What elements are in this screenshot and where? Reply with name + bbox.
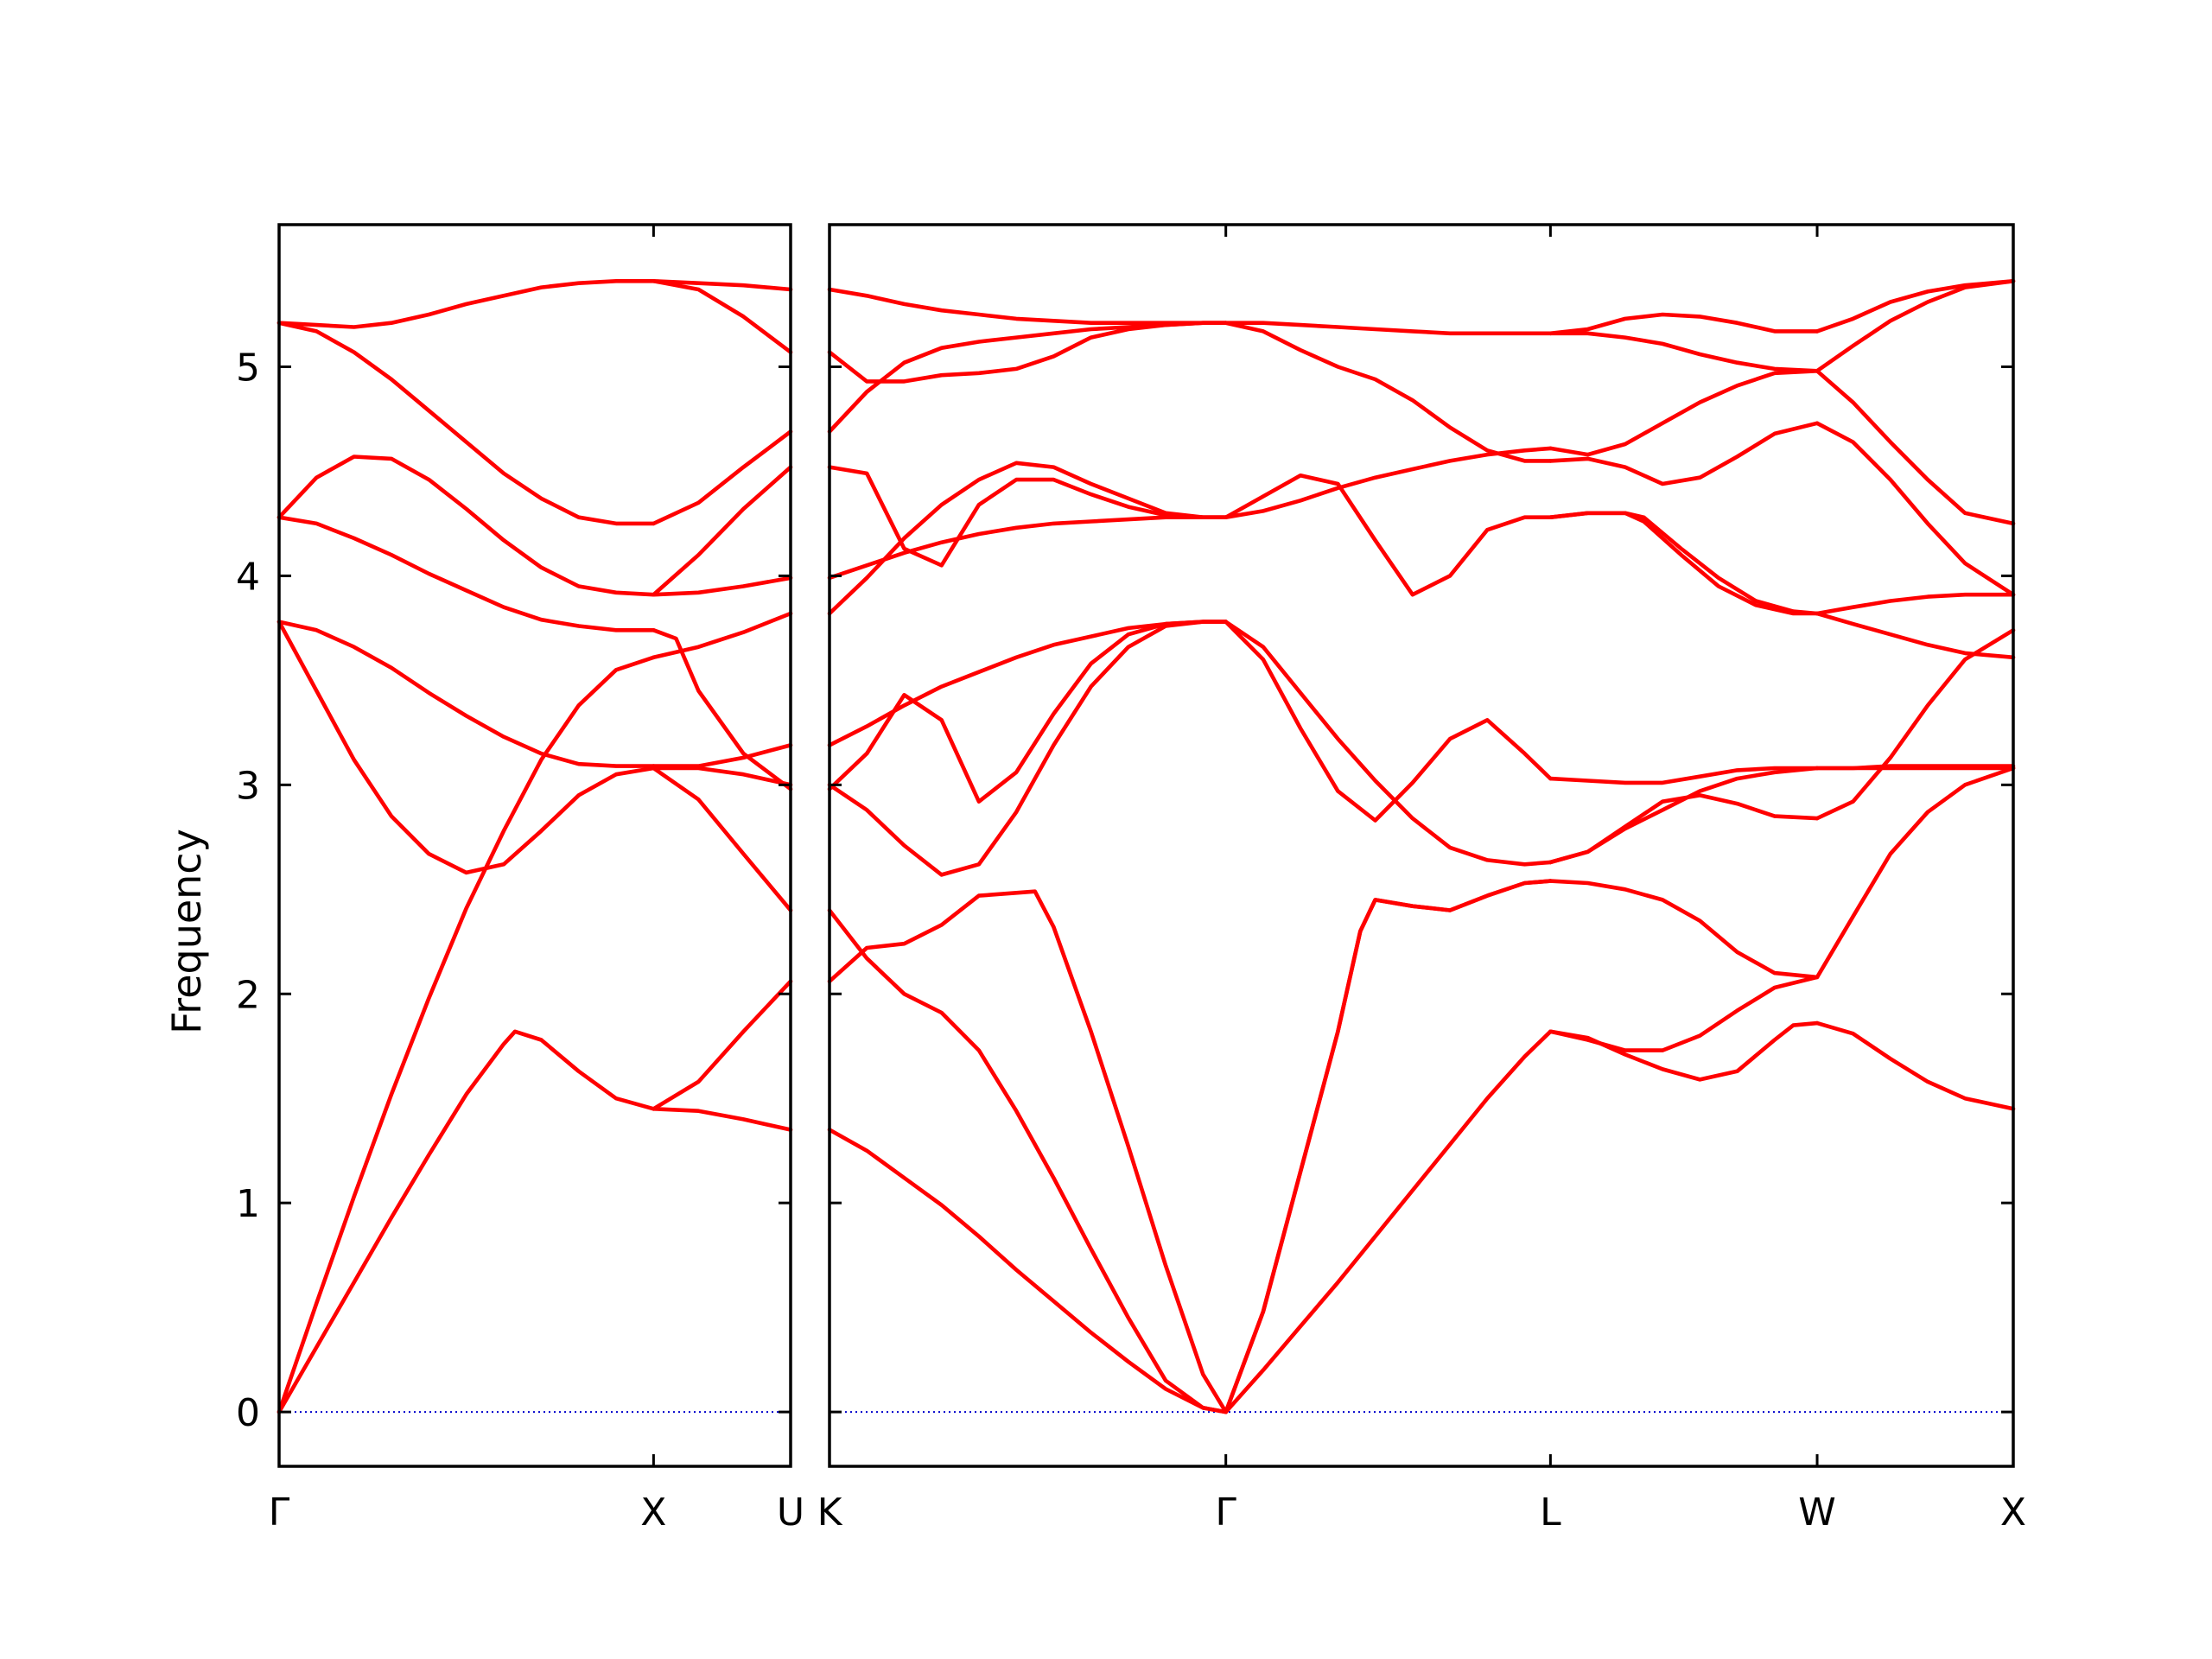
band-line-p1-s1-b0 xyxy=(1224,1029,1553,1414)
band-line-p0-s1-b9 xyxy=(652,429,793,526)
y-tick-label: 3 xyxy=(236,764,260,808)
band-line-p1-s1-b1 xyxy=(1224,879,1553,1414)
band-line-p1-s0-b8 xyxy=(827,461,1228,616)
y-tick-label: 5 xyxy=(236,346,260,391)
band-line-p1-s3-b1 xyxy=(1815,766,2016,980)
band-line-p0-s1-b1 xyxy=(652,979,793,1111)
band-line-p1-s3-b4 xyxy=(1815,764,2016,771)
y-tick-label: 1 xyxy=(236,1182,260,1226)
band-line-p1-s2-b8 xyxy=(1548,421,1820,486)
band-line-p1-s1-b8 xyxy=(1224,321,1553,336)
band-line-p0-s0-b6 xyxy=(276,321,656,526)
band-line-p1-s2-b1 xyxy=(1548,975,1820,1052)
band-line-p1-s0-b9 xyxy=(827,321,1228,434)
band-line-p0-s1-b5 xyxy=(652,628,793,791)
plot-frame xyxy=(277,223,792,1468)
band-line-p1-s2-b11 xyxy=(1548,312,1820,336)
x-tick-label: L xyxy=(1540,1491,1561,1535)
band-line-p1-s0-b1 xyxy=(827,908,1228,1414)
band-line-p1-s0-b4 xyxy=(827,620,1228,804)
band-line-p0-s1-b4 xyxy=(652,611,793,660)
x-tick-label: W xyxy=(1798,1491,1836,1535)
band-line-p1-s2-b7 xyxy=(1548,511,1820,616)
band-line-p1-s3-b6 xyxy=(1815,592,2016,616)
band-line-p1-s0-b5 xyxy=(827,620,1228,747)
band-line-p0-s1-b3 xyxy=(652,766,793,787)
band-line-p0-s0-b5 xyxy=(276,454,656,597)
band-line-p1-s0-b0 xyxy=(827,1128,1228,1414)
band-line-p1-s0-b6 xyxy=(827,515,1228,581)
band-line-p0-s1-b2 xyxy=(652,766,793,912)
band-line-p1-s3-b2 xyxy=(1815,628,2016,821)
band-line-p0-s0-b1 xyxy=(276,655,656,1414)
band-line-p1-s2-b9 xyxy=(1548,369,1820,457)
band-line-p0-s1-b10 xyxy=(652,279,793,354)
x-tick-label: X xyxy=(640,1491,666,1535)
band-line-p1-s3-b8 xyxy=(1815,369,2016,526)
band-line-p1-s3-b5 xyxy=(1815,611,2016,660)
band-line-p0-s0-b7 xyxy=(276,279,656,329)
band-line-p1-s1-b6 xyxy=(1224,474,1553,597)
band-line-p1-s2-b2 xyxy=(1548,879,1820,980)
x-tick-label: Γ xyxy=(269,1491,290,1535)
band-line-p1-s1-b2 xyxy=(1224,879,1553,1414)
band-line-p0-s1-b11 xyxy=(652,279,793,292)
band-line-p1-s3-b7 xyxy=(1815,421,2016,597)
band-line-p0-s0-b0 xyxy=(276,1029,656,1414)
band-line-p0-s0-b2 xyxy=(276,620,656,875)
band-line-p0-s1-b0 xyxy=(652,1107,793,1132)
x-tick-label: X xyxy=(2000,1491,2026,1535)
y-tick-label: 2 xyxy=(236,973,260,1017)
x-tick-label: K xyxy=(817,1491,843,1535)
band-line-p0-s1-b6 xyxy=(652,743,793,768)
y-tick-label: 4 xyxy=(236,555,260,599)
band-line-p0-s1-b7 xyxy=(652,575,793,597)
band-line-p1-s1-b7 xyxy=(1224,321,1553,463)
band-line-p1-s1-b5 xyxy=(1224,446,1553,519)
band-line-p1-s2-b10 xyxy=(1548,331,1820,373)
band-line-p1-s2-b4 xyxy=(1548,766,1820,865)
band-line-p1-s2-b6 xyxy=(1548,511,1820,616)
band-line-p0-s0-b3 xyxy=(276,620,656,768)
band-line-p1-s0-b7 xyxy=(827,465,1228,568)
band-line-p1-s0-b3 xyxy=(827,620,1228,877)
band-line-p1-s2-b0 xyxy=(1548,1020,1820,1082)
band-line-p0-s1-b8 xyxy=(652,465,793,597)
x-tick-label: U xyxy=(777,1491,804,1535)
y-tick-label: 0 xyxy=(236,1391,260,1435)
band-line-p1-s3-b0 xyxy=(1815,1020,2016,1111)
band-line-p1-s3-b10 xyxy=(1815,279,2016,334)
left-panel: Γ X U 0 1 2 3 4 5 xyxy=(236,223,804,1535)
band-line-p1-s2-b5 xyxy=(1548,766,1820,785)
band-line-p1-s1-b3 xyxy=(1224,620,1553,823)
plot-frame xyxy=(828,223,2015,1468)
band-line-p1-s1-b4 xyxy=(1224,620,1553,867)
x-tick-label: Γ xyxy=(1215,1491,1236,1535)
band-line-p1-s0-b2 xyxy=(827,889,1228,1414)
y-axis-label: Frequency xyxy=(163,829,210,1034)
band-line-p0-s0-b4 xyxy=(276,515,656,632)
band-line-p1-s0-b11 xyxy=(827,287,1228,325)
